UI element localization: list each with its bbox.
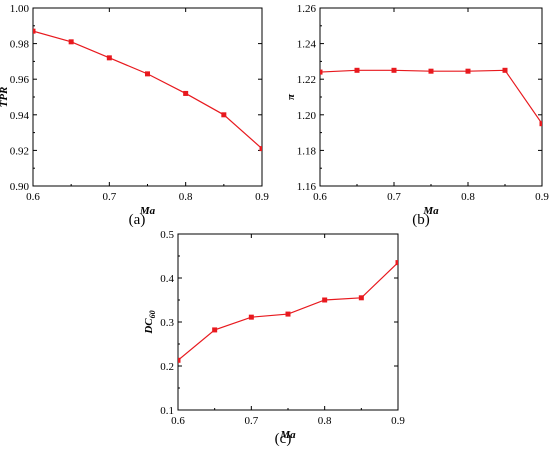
- plot-frame: [32, 7, 263, 187]
- chart-panel-1: 0.6 0.7 0.8 0.9 0.90 0.92 0.94 0.96 0.98 1.00 Ma TP…: [0, 3, 269, 228]
- x-tick-label: 0.9: [391, 415, 405, 427]
- data-point: [428, 68, 434, 74]
- data-point: [322, 297, 328, 303]
- data-point: [68, 39, 74, 45]
- y-tick-label: 1.18: [297, 145, 317, 157]
- y-tick-label: 0.3: [160, 317, 174, 329]
- y-tick-label: 1.16: [297, 181, 317, 193]
- x-tick-label: 0.9: [255, 191, 269, 203]
- series-line: [320, 69, 542, 125]
- data-point: [465, 68, 471, 74]
- data-point: [106, 55, 112, 61]
- y-tick-label: 0.90: [10, 181, 30, 193]
- y-tick-label: 0.98: [10, 39, 30, 51]
- x-tick-label: 0.7: [387, 191, 401, 203]
- x-tick-label: 0.8: [318, 415, 332, 427]
- series-line: [178, 262, 398, 361]
- x-tick-label: 0.7: [244, 415, 258, 427]
- data-point: [358, 295, 364, 301]
- data-point: [221, 112, 227, 118]
- y-tick-label: 1.20: [297, 110, 317, 122]
- x-axis-label: Ma: [422, 205, 439, 217]
- y-tick-label: 0.2: [160, 361, 174, 373]
- y-axis-label-main: TPR: [0, 87, 10, 108]
- x-tick-label: 0.6: [171, 415, 185, 427]
- y-axis-label: TPR: [0, 87, 10, 108]
- plot-frame: [177, 233, 399, 411]
- data-point: [391, 67, 397, 73]
- data-point: [354, 67, 360, 73]
- series-line: [33, 30, 262, 150]
- panel-label: (c): [275, 431, 292, 447]
- data-point: [259, 146, 262, 152]
- y-axis-label-subscript: 60: [148, 310, 157, 318]
- panel-label: (b): [412, 212, 430, 228]
- x-tick-label: 0.6: [313, 191, 327, 203]
- y-tick-label: 1.22: [297, 74, 316, 86]
- y-tick-label: 0.92: [10, 145, 29, 157]
- y-axis-label: π: [285, 93, 297, 100]
- y-tick-label: 0.1: [160, 405, 174, 417]
- y-axis-label-main: π: [285, 93, 297, 100]
- y-tick-label: 1.26: [297, 3, 317, 15]
- y-tick-label: 0.96: [10, 74, 30, 86]
- chart-panel-3: 0.6 0.7 0.8 0.9 0.1 0.2 0.3 0.4 0.5 Ma DC60 (c): [143, 229, 405, 447]
- data-point: [285, 311, 291, 317]
- data-point: [248, 314, 254, 320]
- data-point: [33, 28, 36, 34]
- data-point: [183, 90, 189, 96]
- y-tick-label: 0.5: [160, 229, 174, 241]
- plot-frame: [319, 7, 543, 187]
- x-tick-label: 0.9: [535, 191, 549, 203]
- data-point: [539, 121, 542, 127]
- data-point: [145, 71, 150, 77]
- data-point: [502, 67, 508, 73]
- x-tick-label: 0.6: [26, 191, 40, 203]
- chart-panel-2: 0.6 0.7 0.8 0.9 1.16 1.18 1.20 1.22 1.24 1.26 Ma π (…: [285, 3, 549, 228]
- data-point: [395, 260, 398, 266]
- x-tick-label: 0.7: [102, 191, 116, 203]
- y-axis-label: DC60: [143, 310, 157, 334]
- y-tick-label: 1.00: [10, 3, 30, 15]
- y-tick-label: 0.94: [10, 110, 30, 122]
- data-point: [212, 327, 218, 333]
- data-point: [178, 357, 181, 363]
- panel-label: (a): [129, 212, 146, 228]
- x-tick-label: 0.8: [461, 191, 475, 203]
- x-tick-label: 0.8: [179, 191, 193, 203]
- x-axis-label: Ma: [279, 429, 296, 441]
- y-tick-label: 1.24: [297, 39, 317, 51]
- x-axis-label: Ma: [139, 205, 156, 217]
- y-tick-label: 0.4: [160, 273, 174, 285]
- y-axis-label-main: DC: [143, 318, 155, 335]
- data-point: [320, 69, 323, 75]
